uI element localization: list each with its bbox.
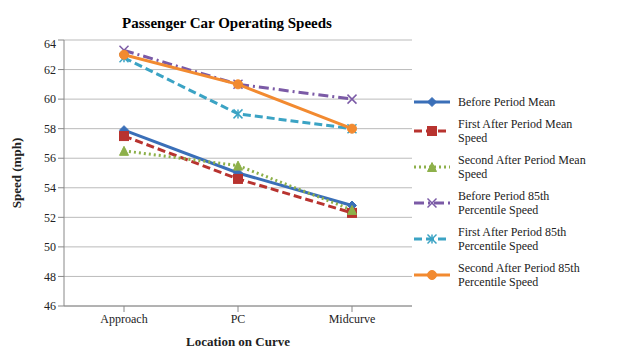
- svg-text:62: 62: [44, 63, 56, 77]
- html-text:Before Period Mean: Before Period Mean: [458, 95, 556, 109]
- svg-text:Midcurve: Midcurve: [329, 312, 376, 326]
- html-text:First After Period 85th Percen: First After Period 85th Percentile Speed: [458, 225, 567, 253]
- html-text:Second After Period 85th Perce: Second After Period 85th Percentile Spee…: [458, 261, 580, 289]
- svg-text:Approach: Approach: [100, 312, 147, 326]
- svg-text:54: 54: [44, 181, 56, 195]
- svg-text:48: 48: [44, 270, 56, 284]
- svg-text:58: 58: [44, 122, 56, 136]
- svg-text:Location on Curve: Location on Curve: [186, 334, 290, 349]
- html-text:Before Period 85th Percentile: Before Period 85th Percentile Speed: [458, 189, 550, 217]
- svg-text:46: 46: [44, 299, 56, 313]
- svg-text:56: 56: [44, 151, 56, 165]
- svg-text:PC: PC: [231, 312, 246, 326]
- svg-text:Speed (mph): Speed (mph): [9, 138, 24, 208]
- svg-text:60: 60: [44, 92, 56, 106]
- html-text:First After Period Mean Speed: First After Period Mean Speed: [458, 117, 573, 145]
- html-text:Second After Period Mean Speed: Second After Period Mean Speed: [458, 153, 586, 181]
- svg-text:50: 50: [44, 240, 56, 254]
- html-text:Passenger Car Operating Speeds: Passenger Car Operating Speeds: [122, 15, 332, 31]
- svg-text:64: 64: [44, 37, 56, 51]
- svg-text:52: 52: [44, 211, 56, 225]
